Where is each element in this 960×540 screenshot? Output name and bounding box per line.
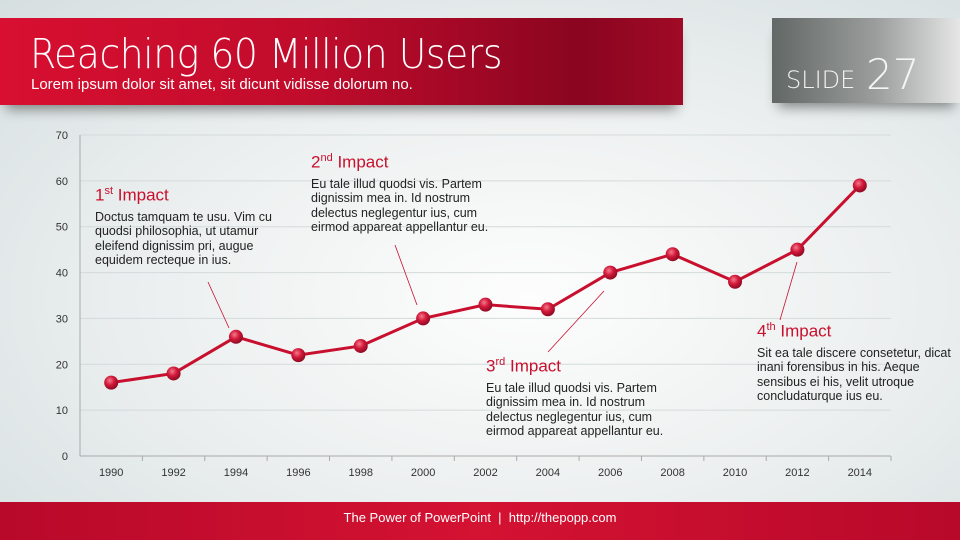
y-tick-label: 0 [62, 451, 68, 463]
x-tick-label: 1994 [224, 467, 248, 479]
x-tick-label: 2004 [536, 467, 560, 479]
annotation-4: 4th Impact Sit ea tale discere consetetu… [757, 321, 952, 404]
slide-number-box: SLIDE 27 [772, 18, 960, 103]
footer: The Power of PowerPoint | http://thepopp… [0, 502, 960, 540]
x-tick-label: 2012 [785, 467, 809, 479]
data-point [540, 302, 555, 317]
y-tick-label: 30 [56, 313, 68, 325]
x-tick-label: 2002 [473, 467, 497, 479]
annotation-ordinal: nd [320, 152, 333, 164]
annotation-leader-line [394, 244, 418, 306]
annotation-title: 4th Impact [757, 321, 952, 342]
y-tick-label: 40 [56, 268, 68, 280]
annotation-leader-line [547, 290, 605, 353]
data-point [228, 329, 243, 344]
y-tick-label: 10 [56, 405, 68, 417]
data-point [166, 366, 181, 381]
annotation-label: Impact [780, 321, 832, 341]
annotation-title: 3rd Impact [486, 356, 686, 377]
annotation-2: 2nd Impact Eu tale illud quodsi vis. Par… [311, 152, 511, 235]
data-point [852, 178, 867, 193]
annotation-number: 3 [486, 356, 496, 376]
annotation-text: Eu tale illud quodsi vis. Partem digniss… [486, 380, 664, 439]
annotation-3: 3rd Impact Eu tale illud quodsi vis. Par… [486, 356, 686, 439]
data-point [665, 247, 680, 262]
slide-number: 27 [866, 50, 920, 99]
annotation-1: 1st Impact Doctus tamquam te usu. Vim cu… [95, 185, 295, 268]
page-title: Reaching 60 Million Users [30, 30, 503, 78]
data-point [728, 274, 743, 289]
data-point [790, 242, 805, 257]
annotation-title: 1st Impact [95, 185, 295, 206]
y-tick-label: 60 [56, 176, 68, 188]
data-point [104, 375, 119, 390]
annotation-text: Eu tale illud quodsi vis. Partem digniss… [311, 176, 489, 235]
y-tick-label: 20 [56, 359, 68, 371]
x-tick-label: 2014 [848, 467, 872, 479]
x-tick-label: 2000 [411, 467, 435, 479]
y-tick-label: 70 [56, 130, 68, 142]
annotation-leader-line [207, 281, 230, 329]
data-point [353, 338, 368, 353]
annotation-title: 2nd Impact [311, 152, 511, 173]
annotation-label: Impact [337, 152, 389, 172]
page-subtitle: Lorem ipsum dolor sit amet, sit dicunt v… [31, 76, 413, 93]
data-point [291, 348, 306, 363]
annotation-label: Impact [509, 356, 562, 376]
y-tick-label: 50 [56, 222, 68, 234]
x-tick-label: 1996 [286, 467, 310, 479]
annotation-text: Sit ea tale discere consetetur, dicat in… [757, 345, 951, 404]
data-point [478, 297, 493, 312]
slide-label: SLIDE [786, 66, 856, 94]
annotation-label: Impact [117, 185, 169, 205]
annotation-leader-line [779, 261, 798, 321]
annotation-ordinal: th [766, 321, 776, 333]
title-banner [0, 18, 683, 105]
annotation-text: Doctus tamquam te usu. Vim cu quodsi phi… [95, 209, 272, 268]
x-tick-label: 2008 [660, 467, 684, 479]
x-tick-label: 2010 [723, 467, 747, 479]
x-tick-label: 1990 [99, 467, 123, 479]
annotation-ordinal: rd [495, 356, 506, 368]
x-tick-label: 1992 [161, 467, 185, 479]
annotation-number: 4 [757, 321, 767, 341]
annotation-number: 2 [311, 152, 321, 172]
annotation-number: 1 [95, 185, 105, 205]
data-point [416, 311, 431, 326]
data-point [603, 265, 618, 280]
annotation-ordinal: st [104, 185, 114, 197]
x-tick-label: 1998 [348, 467, 372, 479]
x-tick-label: 2006 [598, 467, 622, 479]
footer-text: The Power of PowerPoint | http://thepopp… [343, 510, 617, 525]
